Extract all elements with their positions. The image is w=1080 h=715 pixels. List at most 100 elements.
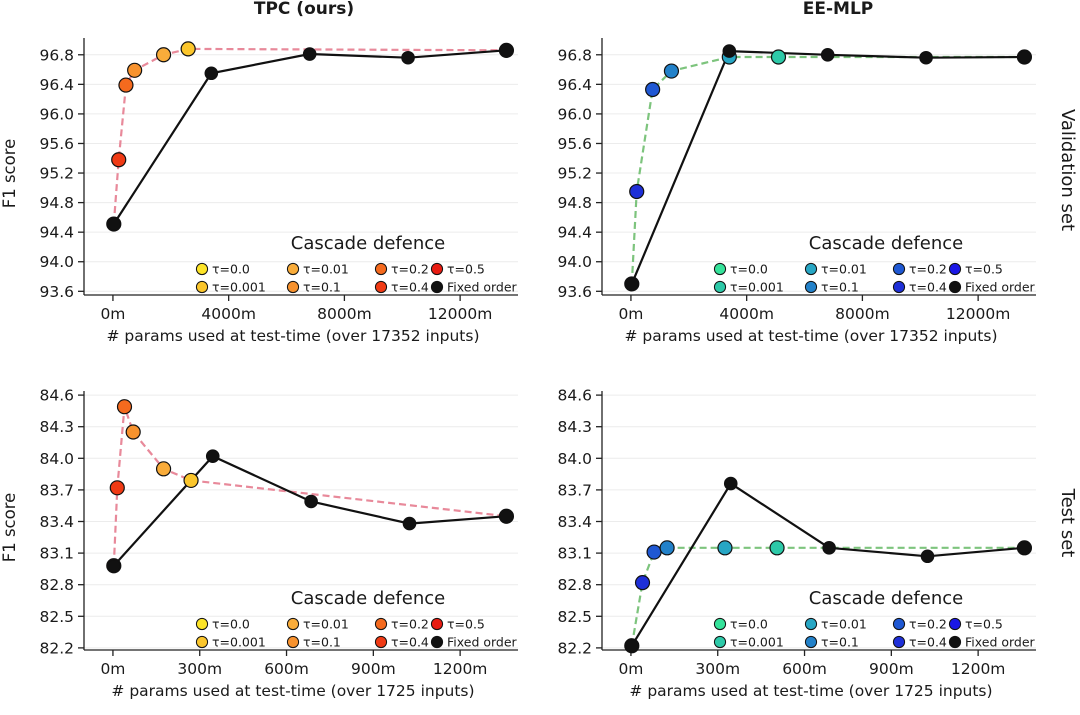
legend-marker bbox=[195, 280, 209, 294]
legend-marker bbox=[948, 617, 962, 631]
legend-label: τ=0.0 bbox=[212, 262, 250, 277]
cascade-point bbox=[659, 540, 675, 556]
legend-label: τ=0.5 bbox=[965, 617, 1003, 632]
legend-marker bbox=[374, 280, 388, 294]
fixed-order-point bbox=[205, 449, 220, 463]
y-tick-label: 96.4 bbox=[557, 76, 592, 94]
x-tick-label: 300m bbox=[177, 660, 222, 678]
legend-marker bbox=[804, 262, 818, 276]
legend-marker bbox=[892, 617, 906, 631]
y-tick-label: 96.0 bbox=[39, 105, 74, 123]
legend-marker bbox=[286, 262, 300, 276]
legend-label: Fixed order bbox=[965, 635, 1036, 650]
y-tick-label: 83.1 bbox=[39, 545, 74, 563]
y-tick-label: 83.1 bbox=[557, 545, 592, 563]
legend-marker bbox=[713, 262, 727, 276]
column-title-tpc: TPC (ours) bbox=[254, 0, 354, 19]
legend-marker bbox=[374, 617, 388, 631]
fixed-order-point bbox=[499, 509, 514, 524]
cascade-point bbox=[116, 399, 133, 415]
x-axis-label: # params used at test-time (over 17352 i… bbox=[625, 327, 998, 345]
x-tick-label: 0m bbox=[618, 660, 643, 678]
cascade-point bbox=[155, 461, 172, 477]
cascade-point bbox=[180, 41, 196, 57]
legend-marker bbox=[430, 262, 444, 276]
y-tick-label: 82.2 bbox=[557, 639, 592, 657]
legend-label: τ=0.1 bbox=[821, 280, 859, 295]
x-axis-label: # params used at test-time (over 1725 in… bbox=[111, 682, 474, 700]
fixed-order-point bbox=[919, 50, 933, 65]
fixed-order-point bbox=[302, 47, 317, 61]
x-tick-label: 0m bbox=[100, 660, 125, 678]
legend-label: τ=0.01 bbox=[821, 617, 867, 632]
cascade-point bbox=[183, 472, 199, 489]
y-tick-label: 94.8 bbox=[557, 194, 592, 212]
y-tick-label: 82.5 bbox=[557, 608, 592, 626]
x-tick-label: 4000m bbox=[201, 305, 256, 323]
y-tick-label: 95.6 bbox=[557, 135, 592, 153]
y-tick-label: 83.4 bbox=[39, 513, 74, 531]
column-title-ee-mlp: EE-MLP bbox=[803, 0, 874, 19]
x-tick-label: 12000m bbox=[946, 305, 1010, 323]
fixed-order-point bbox=[402, 516, 417, 531]
legend-marker bbox=[430, 617, 444, 631]
y-tick-label: 95.2 bbox=[39, 165, 74, 183]
fixed-order-point bbox=[1017, 541, 1032, 555]
y-tick-label: 94.4 bbox=[39, 224, 74, 242]
legend-marker bbox=[948, 280, 962, 294]
x-tick-label: 8000m bbox=[835, 305, 890, 323]
cascade-defence-line bbox=[112, 406, 507, 566]
x-axis-label: # params used at test-time (over 17352 i… bbox=[107, 327, 480, 345]
legend-marker bbox=[948, 635, 962, 649]
cascade-point bbox=[646, 544, 662, 560]
legend-marker bbox=[713, 635, 727, 649]
y-tick-label: 96.8 bbox=[39, 46, 74, 64]
legend-title: Cascade defence bbox=[809, 588, 963, 609]
legend-label: τ=0.1 bbox=[821, 635, 859, 650]
legend-label: τ=0.2 bbox=[391, 262, 429, 277]
cascade-point bbox=[629, 183, 645, 200]
x-tick-label: 600m bbox=[264, 660, 309, 678]
x-tick-label: 1200m bbox=[951, 660, 1006, 678]
y-axis-label: F1 score bbox=[0, 493, 19, 563]
y-tick-label: 93.6 bbox=[557, 283, 592, 301]
legend-marker bbox=[286, 617, 300, 631]
fixed-order-point bbox=[304, 494, 318, 509]
y-axis-label: F1 score bbox=[0, 139, 19, 209]
fixed-order-point bbox=[820, 47, 835, 62]
legend-marker bbox=[892, 280, 906, 294]
legend-marker bbox=[804, 617, 818, 631]
fixed-order-point bbox=[920, 549, 935, 564]
legend-marker bbox=[374, 635, 388, 649]
legend-label: τ=0.4 bbox=[391, 280, 429, 295]
legend-marker bbox=[948, 262, 962, 276]
legend-label: τ=0.01 bbox=[821, 262, 867, 277]
legend-label: τ=0.001 bbox=[212, 635, 266, 650]
legend-marker bbox=[713, 280, 727, 294]
legend-title: Cascade defence bbox=[291, 588, 445, 609]
fixed-order-line bbox=[112, 49, 507, 225]
y-tick-label: 93.6 bbox=[39, 283, 74, 301]
fixed-order-point bbox=[1017, 50, 1032, 64]
x-tick-label: 12000m bbox=[428, 305, 492, 323]
fixed-order-point bbox=[499, 43, 514, 58]
y-tick-label: 96.8 bbox=[557, 46, 592, 64]
x-tick-label: 4000m bbox=[719, 305, 774, 323]
cascade-point bbox=[125, 424, 141, 440]
legend-marker bbox=[892, 262, 906, 276]
legend-marker bbox=[195, 617, 209, 631]
x-tick-label: 900m bbox=[869, 660, 914, 678]
x-tick-label: 1200m bbox=[433, 660, 488, 678]
x-tick-label: 0m bbox=[100, 305, 125, 323]
legend-label: τ=0.2 bbox=[909, 262, 947, 277]
y-tick-label: 94.0 bbox=[557, 253, 592, 271]
y-tick-label: 84.3 bbox=[557, 418, 592, 436]
y-tick-label: 94.0 bbox=[39, 253, 74, 271]
legend-marker bbox=[892, 635, 906, 649]
y-tick-label: 95.2 bbox=[557, 165, 592, 183]
legend-marker bbox=[804, 280, 818, 294]
x-tick-label: 900m bbox=[351, 660, 396, 678]
y-tick-label: 84.6 bbox=[557, 387, 592, 405]
fixed-order-point bbox=[625, 277, 639, 291]
